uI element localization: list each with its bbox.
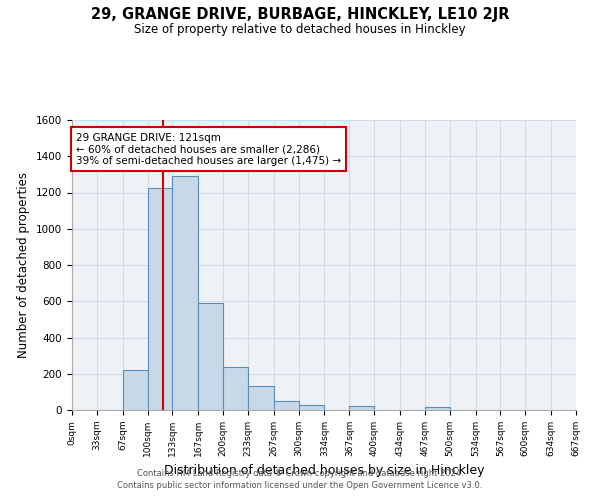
Bar (349, 406, 374, 410)
Bar (248, 386, 274, 410)
Text: Contains public sector information licensed under the Open Government Licence v3: Contains public sector information licen… (118, 481, 482, 490)
Text: Size of property relative to detached houses in Hinckley: Size of property relative to detached ho… (134, 22, 466, 36)
Bar (223, 366, 248, 410)
Text: 29 GRANGE DRIVE: 121sqm
← 60% of detached houses are smaller (2,286)
39% of semi: 29 GRANGE DRIVE: 121sqm ← 60% of detache… (76, 132, 341, 166)
Bar (172, 176, 198, 410)
Bar (425, 408, 450, 410)
Text: 29, GRANGE DRIVE, BURBAGE, HINCKLEY, LE10 2JR: 29, GRANGE DRIVE, BURBAGE, HINCKLEY, LE1… (91, 8, 509, 22)
X-axis label: Distribution of detached houses by size in Hinckley: Distribution of detached houses by size … (164, 464, 484, 477)
Bar (198, 303, 223, 410)
Bar (299, 406, 325, 410)
Text: Contains HM Land Registry data © Crown copyright and database right 2024.: Contains HM Land Registry data © Crown c… (137, 468, 463, 477)
Bar (274, 401, 299, 410)
Bar (148, 188, 172, 410)
Bar (122, 370, 148, 410)
Y-axis label: Number of detached properties: Number of detached properties (17, 172, 31, 358)
